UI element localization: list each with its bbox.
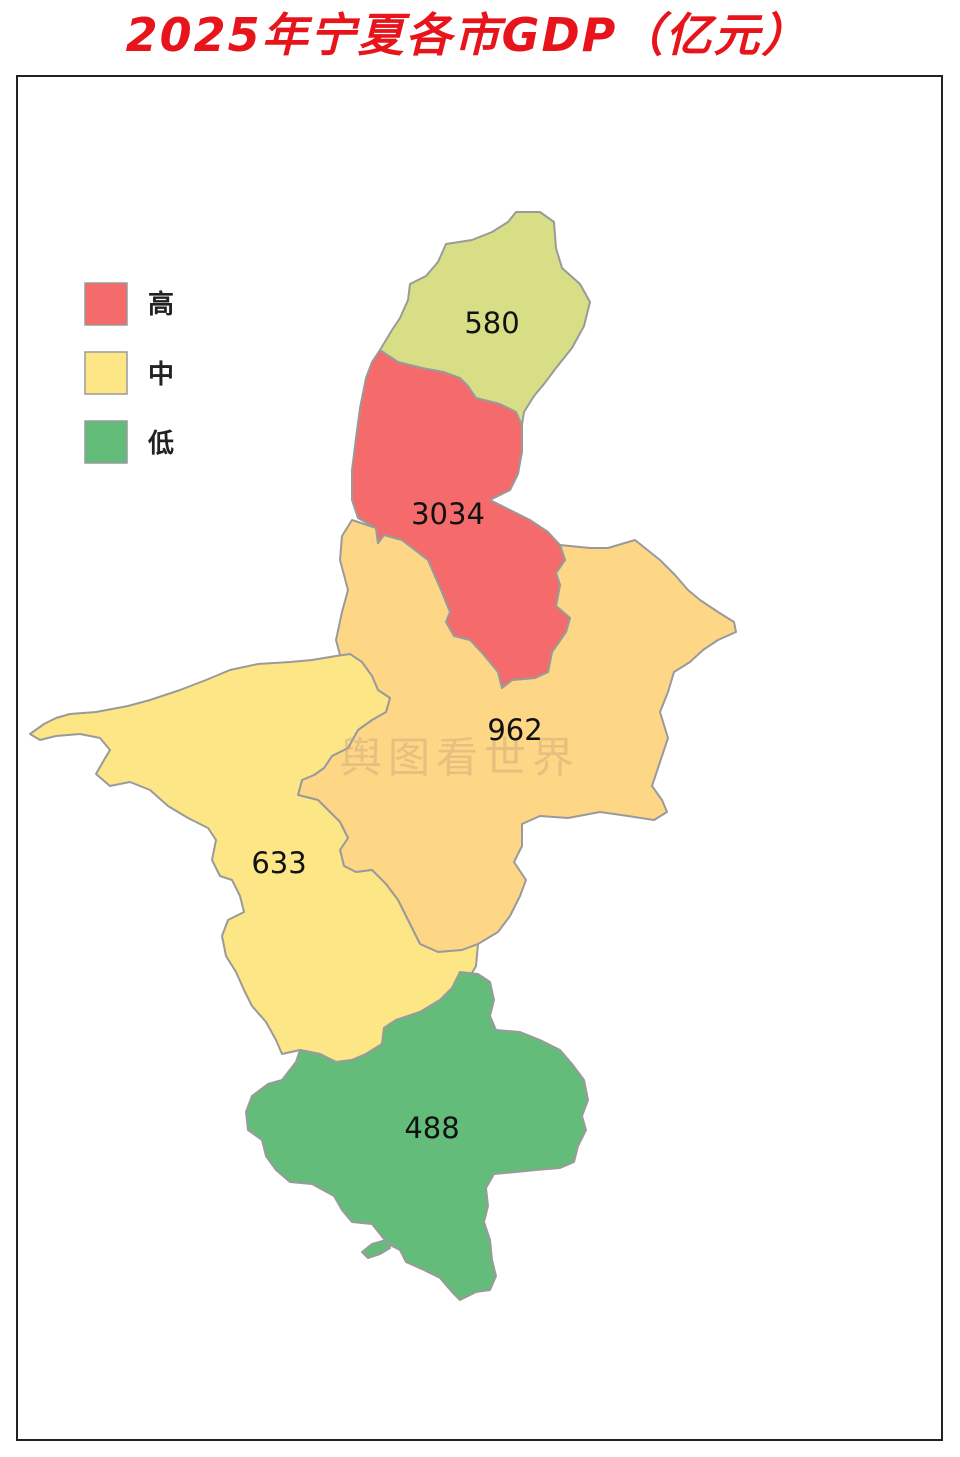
legend-label-low: 低 [147, 429, 174, 459]
region-shizuishan[interactable] [379, 211, 591, 426]
value-label-yinchuan: 3034 [411, 497, 485, 531]
region-zhongwei[interactable] [29, 653, 479, 1063]
legend-swatch-low [84, 420, 128, 464]
legend-swatch-high [84, 282, 128, 326]
map-title: 2025年宁夏各市GDP（亿元） [125, 8, 810, 62]
legend-swatch-medium [84, 351, 128, 395]
value-label-wuzhong: 962 [487, 713, 542, 747]
watermark: 舆图看世界 [340, 733, 580, 782]
legend: 高 中 低 [84, 282, 174, 464]
value-label-zhongwei: 633 [251, 846, 306, 880]
value-label-guyuan: 488 [404, 1111, 459, 1145]
region-guyuan[interactable] [245, 971, 589, 1301]
region-guyuan-enclave [361, 1239, 391, 1259]
value-label-shizuishan: 580 [464, 306, 519, 340]
legend-label-high: 高 [148, 289, 174, 320]
legend-label-medium: 中 [148, 360, 174, 390]
